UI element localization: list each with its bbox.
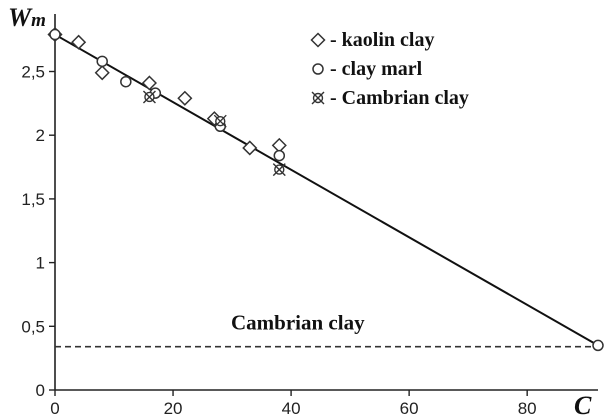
y-axis-title-main: W [8,3,33,32]
legend: - kaolin clay - clay marl - Cambrian clay [310,29,469,109]
legend-entry: - Cambrian clay [330,87,469,109]
y-tick-label: 2,5 [21,63,45,82]
marker-cambrian-clay [272,163,286,177]
reference-line-label: Cambrian clay [231,311,365,335]
marker-kaolin-clay [310,32,326,48]
marker-kaolin-clay [141,75,157,91]
marker-clay-marl [273,149,286,162]
marker-kaolin-clay [242,140,258,156]
y-tick-label: 1,5 [21,190,45,209]
marker-cambrian-clay [213,114,227,128]
marker-clay-marl [592,339,604,352]
legend-entry: - clay marl [330,58,423,80]
x-tick-label: 80 [518,399,537,418]
y-tick-label: 0,5 [21,317,45,336]
marker-kaolin-clay [177,90,193,106]
marker-kaolin-clay [94,65,110,81]
y-axis-title: Wm [8,3,46,32]
plot-frame [54,14,598,391]
axis-ticks: 0 20 40 60 80 0 0,5 1 1,5 2 2,5 [21,63,536,418]
marker-cambrian-clay [311,91,325,105]
y-axis-title-subscript: m [31,10,46,31]
x-tick-label: 20 [164,399,183,418]
legend-entry: - kaolin clay [330,29,434,51]
fit-line [54,33,599,347]
x-axis-title: C [574,391,592,419]
marker-clay-marl [96,55,108,68]
y-tick-label: 0 [36,381,45,400]
y-tick-label: 2 [36,126,45,145]
data-points [47,27,604,352]
x-tick-label: 60 [400,399,419,418]
marker-kaolin-clay [71,34,87,50]
x-tick-label: 0 [50,399,59,418]
marker-clay-marl [49,28,61,41]
marker-clay-marl [120,75,132,88]
x-tick-label: 40 [282,399,301,418]
marker-clay-marl [312,63,324,75]
marker-cambrian-clay [142,90,156,104]
y-tick-label: 1 [36,254,45,273]
